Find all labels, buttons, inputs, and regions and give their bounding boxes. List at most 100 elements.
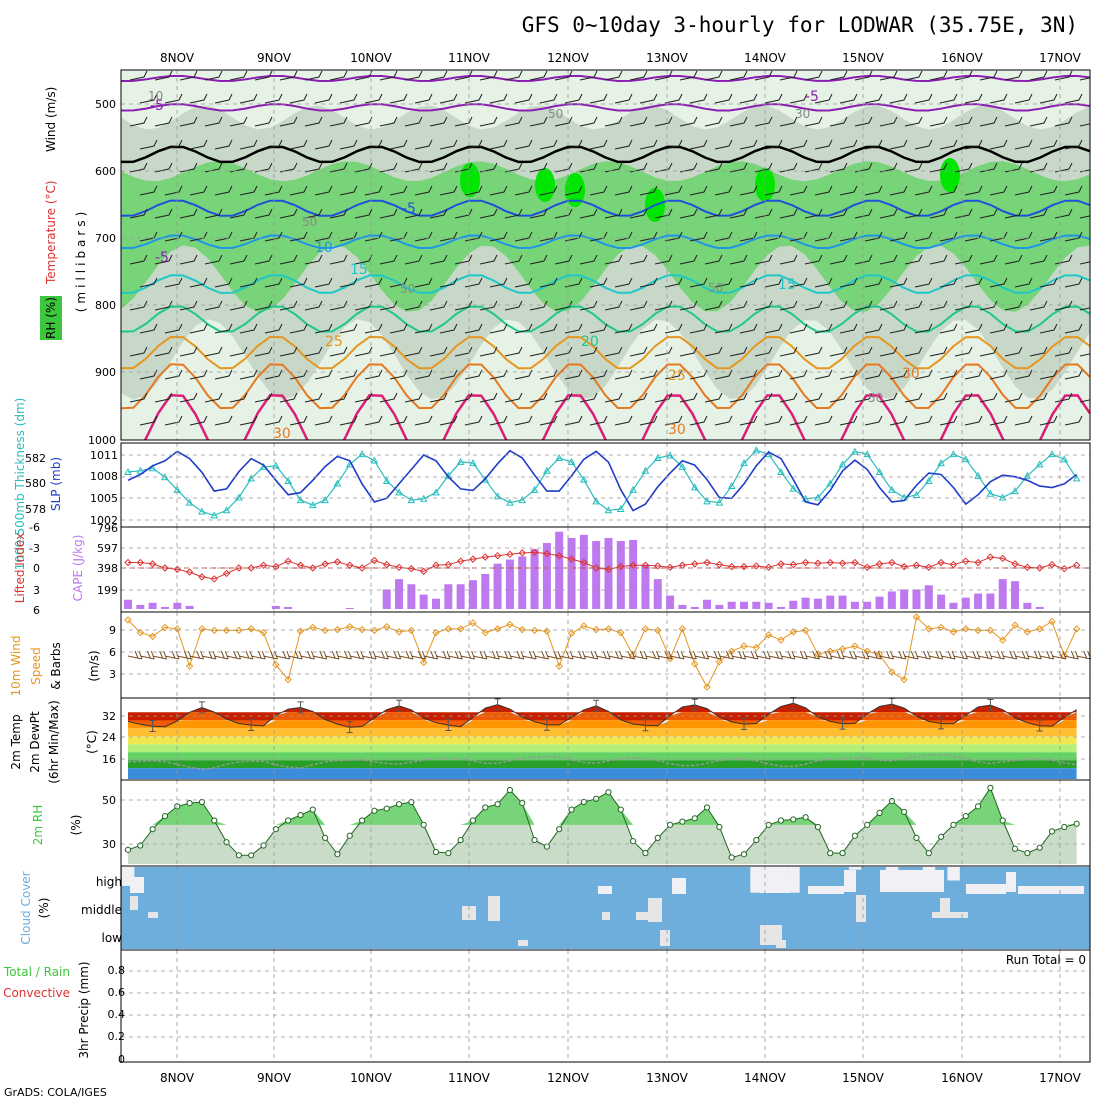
thickness-point xyxy=(419,494,428,502)
grid-lines xyxy=(121,70,1090,1062)
ytick-label: 700 xyxy=(95,232,116,245)
wind-speed-point xyxy=(136,628,145,637)
cape-bar xyxy=(616,541,625,609)
wind-barb xyxy=(1039,277,1058,288)
dewpt-2m-line xyxy=(127,753,1077,771)
cape-bar xyxy=(838,595,847,609)
wind-barb xyxy=(814,139,833,150)
wind-barb xyxy=(829,70,848,81)
thickness-point xyxy=(592,497,601,505)
wind-barb xyxy=(864,93,883,104)
rh2m-point xyxy=(974,803,982,810)
ytick-label: -3 xyxy=(29,542,40,555)
wind-barb xyxy=(154,70,173,81)
cape-bar xyxy=(1035,606,1044,609)
wind-speed-point xyxy=(691,660,699,668)
wind-barb xyxy=(654,254,673,265)
rh2m-point xyxy=(334,851,341,858)
wind-barb xyxy=(279,392,298,403)
wind-barb xyxy=(664,93,683,104)
wind-speed-point xyxy=(407,626,416,635)
wind-barb xyxy=(339,323,358,334)
wind-barb xyxy=(764,277,783,288)
rh2m-point xyxy=(211,817,218,824)
wind-barb xyxy=(279,208,298,219)
cape-bar xyxy=(271,605,280,609)
wind-barb xyxy=(739,185,758,196)
wind-barb xyxy=(889,139,908,150)
minmax-whisker xyxy=(642,719,649,732)
rh2m-axis-unit: (%) xyxy=(69,815,83,836)
wind-barb xyxy=(989,323,1008,334)
rh2m-point xyxy=(1073,820,1080,827)
wind-barb xyxy=(839,93,858,104)
wind-speed-point xyxy=(518,625,526,634)
wind-barb xyxy=(1089,286,1090,287)
cloud-block xyxy=(856,895,866,922)
wind-barb xyxy=(914,415,933,426)
ytick-label: 580 xyxy=(25,477,46,490)
rh2m-point xyxy=(716,823,723,831)
cape-bar xyxy=(826,595,835,609)
wind-barb xyxy=(314,415,333,426)
thickness-yticks: 582 580 578 1011 1008 1005 1002 xyxy=(25,449,118,527)
wind-barb xyxy=(789,185,808,196)
wind-barb xyxy=(579,162,598,173)
rh2m-point xyxy=(950,821,957,828)
wind-barb xyxy=(539,277,558,288)
wind-barb xyxy=(289,323,308,334)
rh2m-point xyxy=(999,817,1006,824)
rh2m-point xyxy=(839,850,846,857)
wind-barb xyxy=(664,185,683,196)
lifted-index-point xyxy=(444,560,453,569)
wind-barb xyxy=(779,346,798,357)
wind-barb xyxy=(529,162,548,173)
wind-barb xyxy=(714,185,733,196)
precip-convective-label: Convective xyxy=(3,986,70,1000)
thickness-point xyxy=(1048,450,1056,458)
rh2m-point xyxy=(482,804,489,811)
cloud-block xyxy=(518,940,528,946)
contour-label: 30 xyxy=(795,107,810,121)
wind-barb xyxy=(964,323,983,334)
rh2m-point xyxy=(580,798,587,806)
wind-speed-point xyxy=(974,626,982,635)
wind-barb xyxy=(414,415,433,426)
lifted-index-point xyxy=(518,549,526,557)
thickness-point xyxy=(863,450,872,458)
wind-barb xyxy=(829,116,848,127)
cape-bar xyxy=(456,584,465,609)
wind-barb xyxy=(704,162,723,173)
wind-barb xyxy=(664,323,683,334)
cape-bar xyxy=(813,598,822,609)
thickness-point xyxy=(555,453,564,461)
wind-barb xyxy=(239,369,258,380)
thickness-point xyxy=(912,490,921,498)
wind-barb xyxy=(404,254,423,265)
wind-barb xyxy=(739,139,758,150)
wind-barb xyxy=(1089,332,1090,333)
wind-barb xyxy=(329,392,348,403)
wind-barb xyxy=(754,162,773,173)
wind-barb xyxy=(529,346,548,357)
wind-barb xyxy=(904,162,923,173)
wind-barb xyxy=(1079,77,1090,81)
wind-barb xyxy=(764,323,783,334)
lifted-index-point xyxy=(801,558,810,567)
date-label: 15NOV xyxy=(842,51,884,65)
temp-color-band xyxy=(128,720,1077,729)
wind-barb xyxy=(289,139,308,150)
ytick-label: 600 xyxy=(95,165,116,178)
wind-barb xyxy=(329,116,348,127)
rh2m-point xyxy=(728,854,735,861)
wind-barb xyxy=(1039,415,1058,426)
wind-barb xyxy=(164,185,183,196)
cape-bar xyxy=(481,573,490,609)
wind-speed-point xyxy=(148,632,157,641)
wind-barb xyxy=(589,93,608,104)
ytick-label: 6 xyxy=(109,646,116,659)
wind-barb xyxy=(279,346,298,357)
temp-color-band xyxy=(128,744,1077,753)
wind-barb xyxy=(339,93,358,104)
wind-barb xyxy=(129,162,148,173)
